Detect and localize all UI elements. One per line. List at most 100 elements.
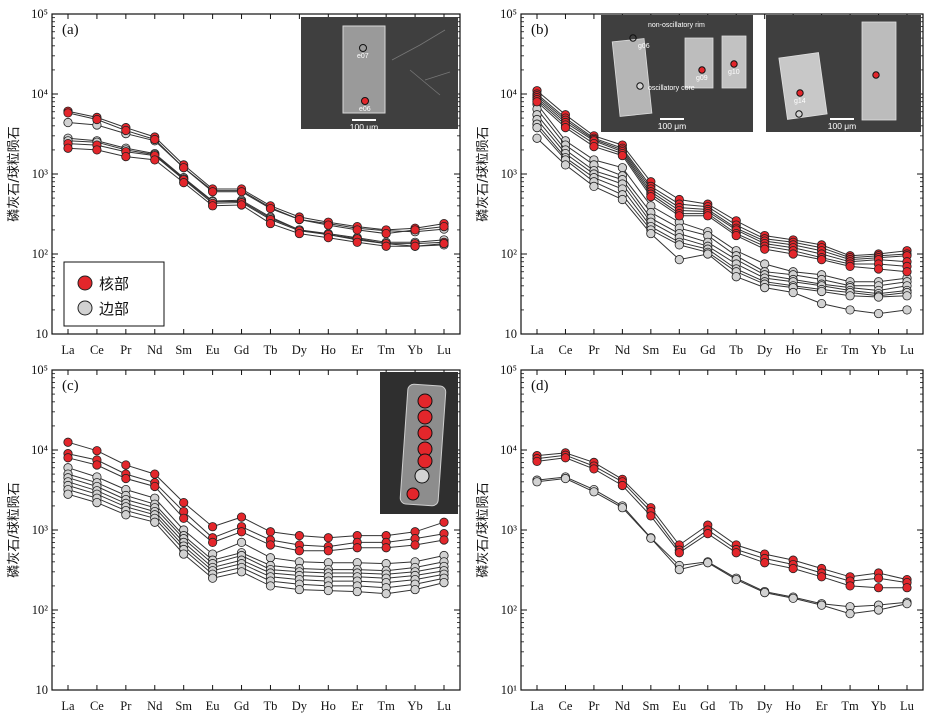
series-line: [536, 108, 908, 287]
series-line: [67, 453, 445, 548]
x-tick-label-pr: Pr: [120, 699, 132, 713]
y-tick-label: 10²: [501, 603, 518, 617]
data-point-rim: [817, 600, 827, 610]
x-tick-label-ho: Ho: [321, 699, 336, 713]
data-point-core: [294, 531, 304, 541]
data-point-core: [265, 203, 276, 214]
data-point-rim: [439, 578, 449, 588]
series-line: [67, 122, 445, 233]
plot-frame: [520, 369, 924, 691]
series-line: [67, 481, 445, 579]
y-tick-label: 10⁵: [31, 7, 48, 21]
y-tick-label: 10⁵: [500, 363, 517, 377]
inset-image-a: e07 e06 100 μm: [301, 17, 458, 132]
x-tick-label-dy: Dy: [292, 343, 308, 357]
analysis-spot: [361, 97, 369, 105]
data-point-core: [265, 540, 276, 550]
y-tick-label: 10: [36, 327, 49, 341]
data-point-core: [150, 469, 160, 479]
data-point-core: [323, 220, 333, 230]
series-line: [536, 103, 908, 283]
x-tick-label-eu: Eu: [206, 699, 221, 713]
data-point-core: [63, 108, 73, 118]
data-point-rim: [731, 272, 741, 282]
x-tick-label-la: La: [530, 343, 544, 357]
analysis-spot: [796, 89, 804, 97]
crystal-grain: [611, 38, 653, 117]
data-point-core: [410, 540, 420, 550]
series-line: [67, 467, 445, 565]
legend-rim-label: 边部: [99, 300, 129, 318]
data-point-core: [265, 527, 276, 537]
data-point-rim: [760, 259, 770, 269]
data-point-core: [532, 456, 542, 467]
data-point-rim: [674, 255, 684, 265]
data-point-rim: [121, 510, 131, 520]
data-point-core: [236, 200, 247, 210]
data-point-core: [845, 581, 855, 591]
y-axis-label: 磷灰石/球粒陨石: [7, 126, 22, 221]
data-point-rim: [532, 477, 542, 487]
data-point-rim: [674, 240, 684, 250]
data-point-core: [92, 460, 102, 470]
data-point-rim: [646, 533, 656, 543]
y-tick-label: 10⁴: [500, 87, 517, 101]
scale-bar-label: 100 μm: [658, 121, 687, 131]
analysis-spot: [872, 71, 880, 79]
y-tick-label: 10¹: [501, 683, 518, 697]
series-rim-12: [532, 133, 912, 319]
data-point-core: [532, 97, 542, 107]
data-point-core: [208, 522, 218, 532]
legend-core-marker: [77, 275, 93, 291]
data-point-core: [92, 145, 102, 155]
x-tick-label-la: La: [61, 343, 75, 357]
x-tick-label-la: La: [530, 699, 544, 713]
x-tick-label-er: Er: [351, 699, 364, 713]
x-tick-label-gd: Gd: [700, 343, 716, 357]
y-tick-label: 10³: [32, 523, 49, 537]
series-line: [536, 452, 908, 581]
series-core-1: [63, 108, 449, 239]
data-point-core: [674, 211, 684, 221]
series-line: [536, 114, 908, 292]
data-point-rim: [410, 584, 420, 595]
series-core-2: [532, 453, 912, 593]
series-line: [536, 454, 908, 584]
data-point-core: [617, 150, 627, 161]
data-point-core: [589, 464, 599, 474]
panel-label: (a): [62, 22, 79, 38]
data-point-rim: [352, 586, 362, 597]
panel-d: 10¹ 10² 10³ 10⁴ 10⁵ La Ce Pr Nd Sm Eu Gd Tb Dy Ho Er Tm Y…: [476, 363, 924, 713]
x-tick-label-dy: Dy: [757, 699, 773, 713]
data-point-core: [92, 114, 102, 125]
data-point-core: [873, 573, 884, 583]
y-tick-label: 10⁵: [31, 363, 48, 377]
panel-label: (b): [531, 22, 549, 38]
x-tick-label-lu: Lu: [900, 699, 915, 713]
inset-image-b: non-oscillatory rim oscillatory core g06 g0…: [601, 15, 753, 132]
data-point-core: [902, 267, 912, 277]
x-tick-label-pr: Pr: [120, 343, 132, 357]
data-point-rim: [150, 517, 160, 527]
y-tick-label: 10⁴: [31, 87, 48, 101]
data-point-rim: [323, 585, 333, 596]
x-tick-label-eu: Eu: [672, 343, 687, 357]
analysis-spot: [417, 393, 433, 409]
y-tick-label: 10: [36, 683, 49, 697]
legend-box: [63, 261, 165, 327]
series-core-5: [532, 97, 912, 277]
series-rim-3: [532, 472, 912, 612]
data-point-rim: [845, 291, 855, 301]
series-line: [67, 441, 445, 539]
data-point-core: [323, 546, 333, 556]
analysis-spot: [795, 110, 803, 118]
series-line: [67, 485, 445, 584]
x-tick-label-ce: Ce: [559, 343, 573, 357]
x-tick-label-dy: Dy: [292, 699, 308, 713]
x-tick-label-sm: Sm: [175, 699, 192, 713]
spot-label: g10: [728, 69, 740, 76]
legend-rim-marker: [77, 300, 93, 316]
data-point-rim: [674, 564, 684, 575]
data-point-core: [179, 178, 189, 188]
inset-image-c: [380, 372, 458, 514]
